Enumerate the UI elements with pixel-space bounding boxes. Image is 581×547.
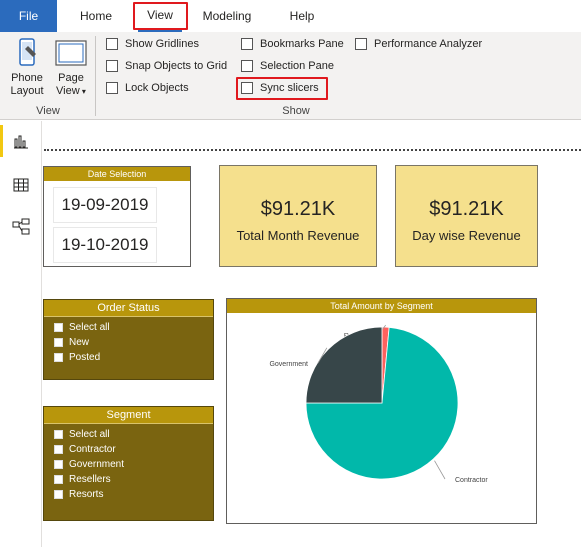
total-month-revenue-card[interactable]: $91.21K Total Month Revenue	[219, 165, 377, 267]
checkbox-box	[355, 38, 367, 50]
chevron-down-icon: ▾	[79, 87, 86, 96]
kpi-value: $91.21K	[429, 198, 504, 220]
performance-analyzer-checkbox[interactable]: Performance Analyzer	[355, 38, 482, 50]
slicer-option-new[interactable]: New	[54, 335, 213, 350]
slicer-option-select-all[interactable]: Select all	[54, 427, 213, 442]
start-date-input[interactable]: 19-09-2019	[53, 187, 157, 223]
kpi-label: Day wise Revenue	[412, 228, 521, 243]
slicer-option-contractor[interactable]: Contractor	[54, 442, 213, 457]
pie-chart: ResortsContractorGovernment	[269, 324, 488, 484]
checkbox-box	[54, 460, 63, 469]
lock-objects-checkbox[interactable]: Lock Objects	[106, 82, 189, 94]
slicer-option-resorts[interactable]: Resorts	[54, 487, 213, 502]
pie-leader-line	[434, 460, 446, 480]
checkbox-box	[241, 38, 253, 50]
checkbox-box	[241, 60, 253, 72]
pie-label-contractor: Contractor	[455, 477, 488, 484]
page-boundary-line	[44, 149, 581, 151]
show-group-label: Show	[282, 105, 310, 117]
slicer-option-government[interactable]: Government	[54, 457, 213, 472]
report-view-icon[interactable]	[13, 133, 29, 149]
checkbox-box	[106, 38, 118, 50]
date-selection-slicer[interactable]: Date Selection 19-09-2019 19-10-2019	[43, 166, 191, 267]
bookmarks-pane-checkbox[interactable]: Bookmarks Pane	[241, 38, 344, 50]
ribbon: Phone Layout Page View ▾ View Show Gridl…	[0, 32, 581, 120]
segment-title: Segment	[44, 407, 213, 424]
selection-pane-checkbox[interactable]: Selection Pane	[241, 60, 334, 72]
checkbox-box	[106, 82, 118, 94]
snap-to-grid-checkbox[interactable]: Snap Objects to Grid	[106, 60, 227, 72]
day-wise-revenue-card[interactable]: $91.21K Day wise Revenue	[395, 165, 538, 267]
checkbox-box	[106, 60, 118, 72]
view-group-label: View	[36, 105, 60, 117]
checkbox-box	[54, 475, 63, 484]
phone-layout-icon	[19, 38, 36, 66]
data-view-icon[interactable]	[13, 177, 29, 193]
model-view-icon[interactable]	[12, 218, 30, 236]
checkbox-box	[241, 82, 253, 94]
page-view-button[interactable]: Page View ▾	[50, 36, 92, 98]
segment-pie-chart-card[interactable]: Total Amount by Segment ResortsContracto…	[226, 298, 537, 524]
segment-slicer[interactable]: Segment Select all Contractor Government…	[43, 406, 214, 521]
pie-leader-line	[317, 347, 328, 364]
pie-label-government: Government	[269, 361, 308, 368]
checkbox-box	[54, 353, 63, 362]
page-view-icon	[55, 40, 87, 66]
sync-slicers-highlight	[236, 77, 328, 100]
kpi-value: $91.21K	[260, 198, 336, 220]
checkbox-box	[54, 338, 63, 347]
date-slicer-title: Date Selection	[44, 167, 190, 181]
page-view-label: Page View ▾	[56, 72, 86, 97]
group-divider	[95, 36, 96, 116]
sync-slicers-checkbox[interactable]: Sync slicers	[241, 82, 319, 94]
phone-layout-button[interactable]: Phone Layout	[4, 36, 50, 98]
show-gridlines-checkbox[interactable]: Show Gridlines	[106, 38, 199, 50]
checkbox-box	[54, 490, 63, 499]
slicer-option-posted[interactable]: Posted	[54, 350, 213, 365]
tab-file[interactable]: File	[0, 0, 57, 32]
tab-modeling[interactable]: Modeling	[202, 9, 252, 23]
view-switcher-rail	[0, 121, 42, 547]
checkbox-box	[54, 323, 63, 332]
tab-view-highlight	[133, 2, 188, 30]
kpi-label: Total Month Revenue	[236, 228, 360, 243]
checkbox-box	[54, 445, 63, 454]
order-status-slicer[interactable]: Order Status Select all New Posted	[43, 299, 214, 380]
checkbox-box	[54, 430, 63, 439]
tab-help[interactable]: Help	[289, 9, 315, 23]
tab-view[interactable]: View	[138, 0, 182, 32]
pie-chart-title: Total Amount by Segment	[227, 299, 536, 313]
ribbon-tab-bar: File Home View Modeling Help	[0, 0, 581, 32]
tab-home[interactable]: Home	[79, 9, 112, 23]
slicer-option-select-all[interactable]: Select all	[54, 320, 213, 335]
slicer-option-resellers[interactable]: Resellers	[54, 472, 213, 487]
order-status-title: Order Status	[44, 300, 213, 317]
active-view-indicator	[0, 125, 3, 157]
pie-slice-government[interactable]	[305, 326, 383, 404]
end-date-input[interactable]: 19-10-2019	[53, 227, 157, 263]
phone-layout-label: Phone Layout	[10, 72, 44, 97]
